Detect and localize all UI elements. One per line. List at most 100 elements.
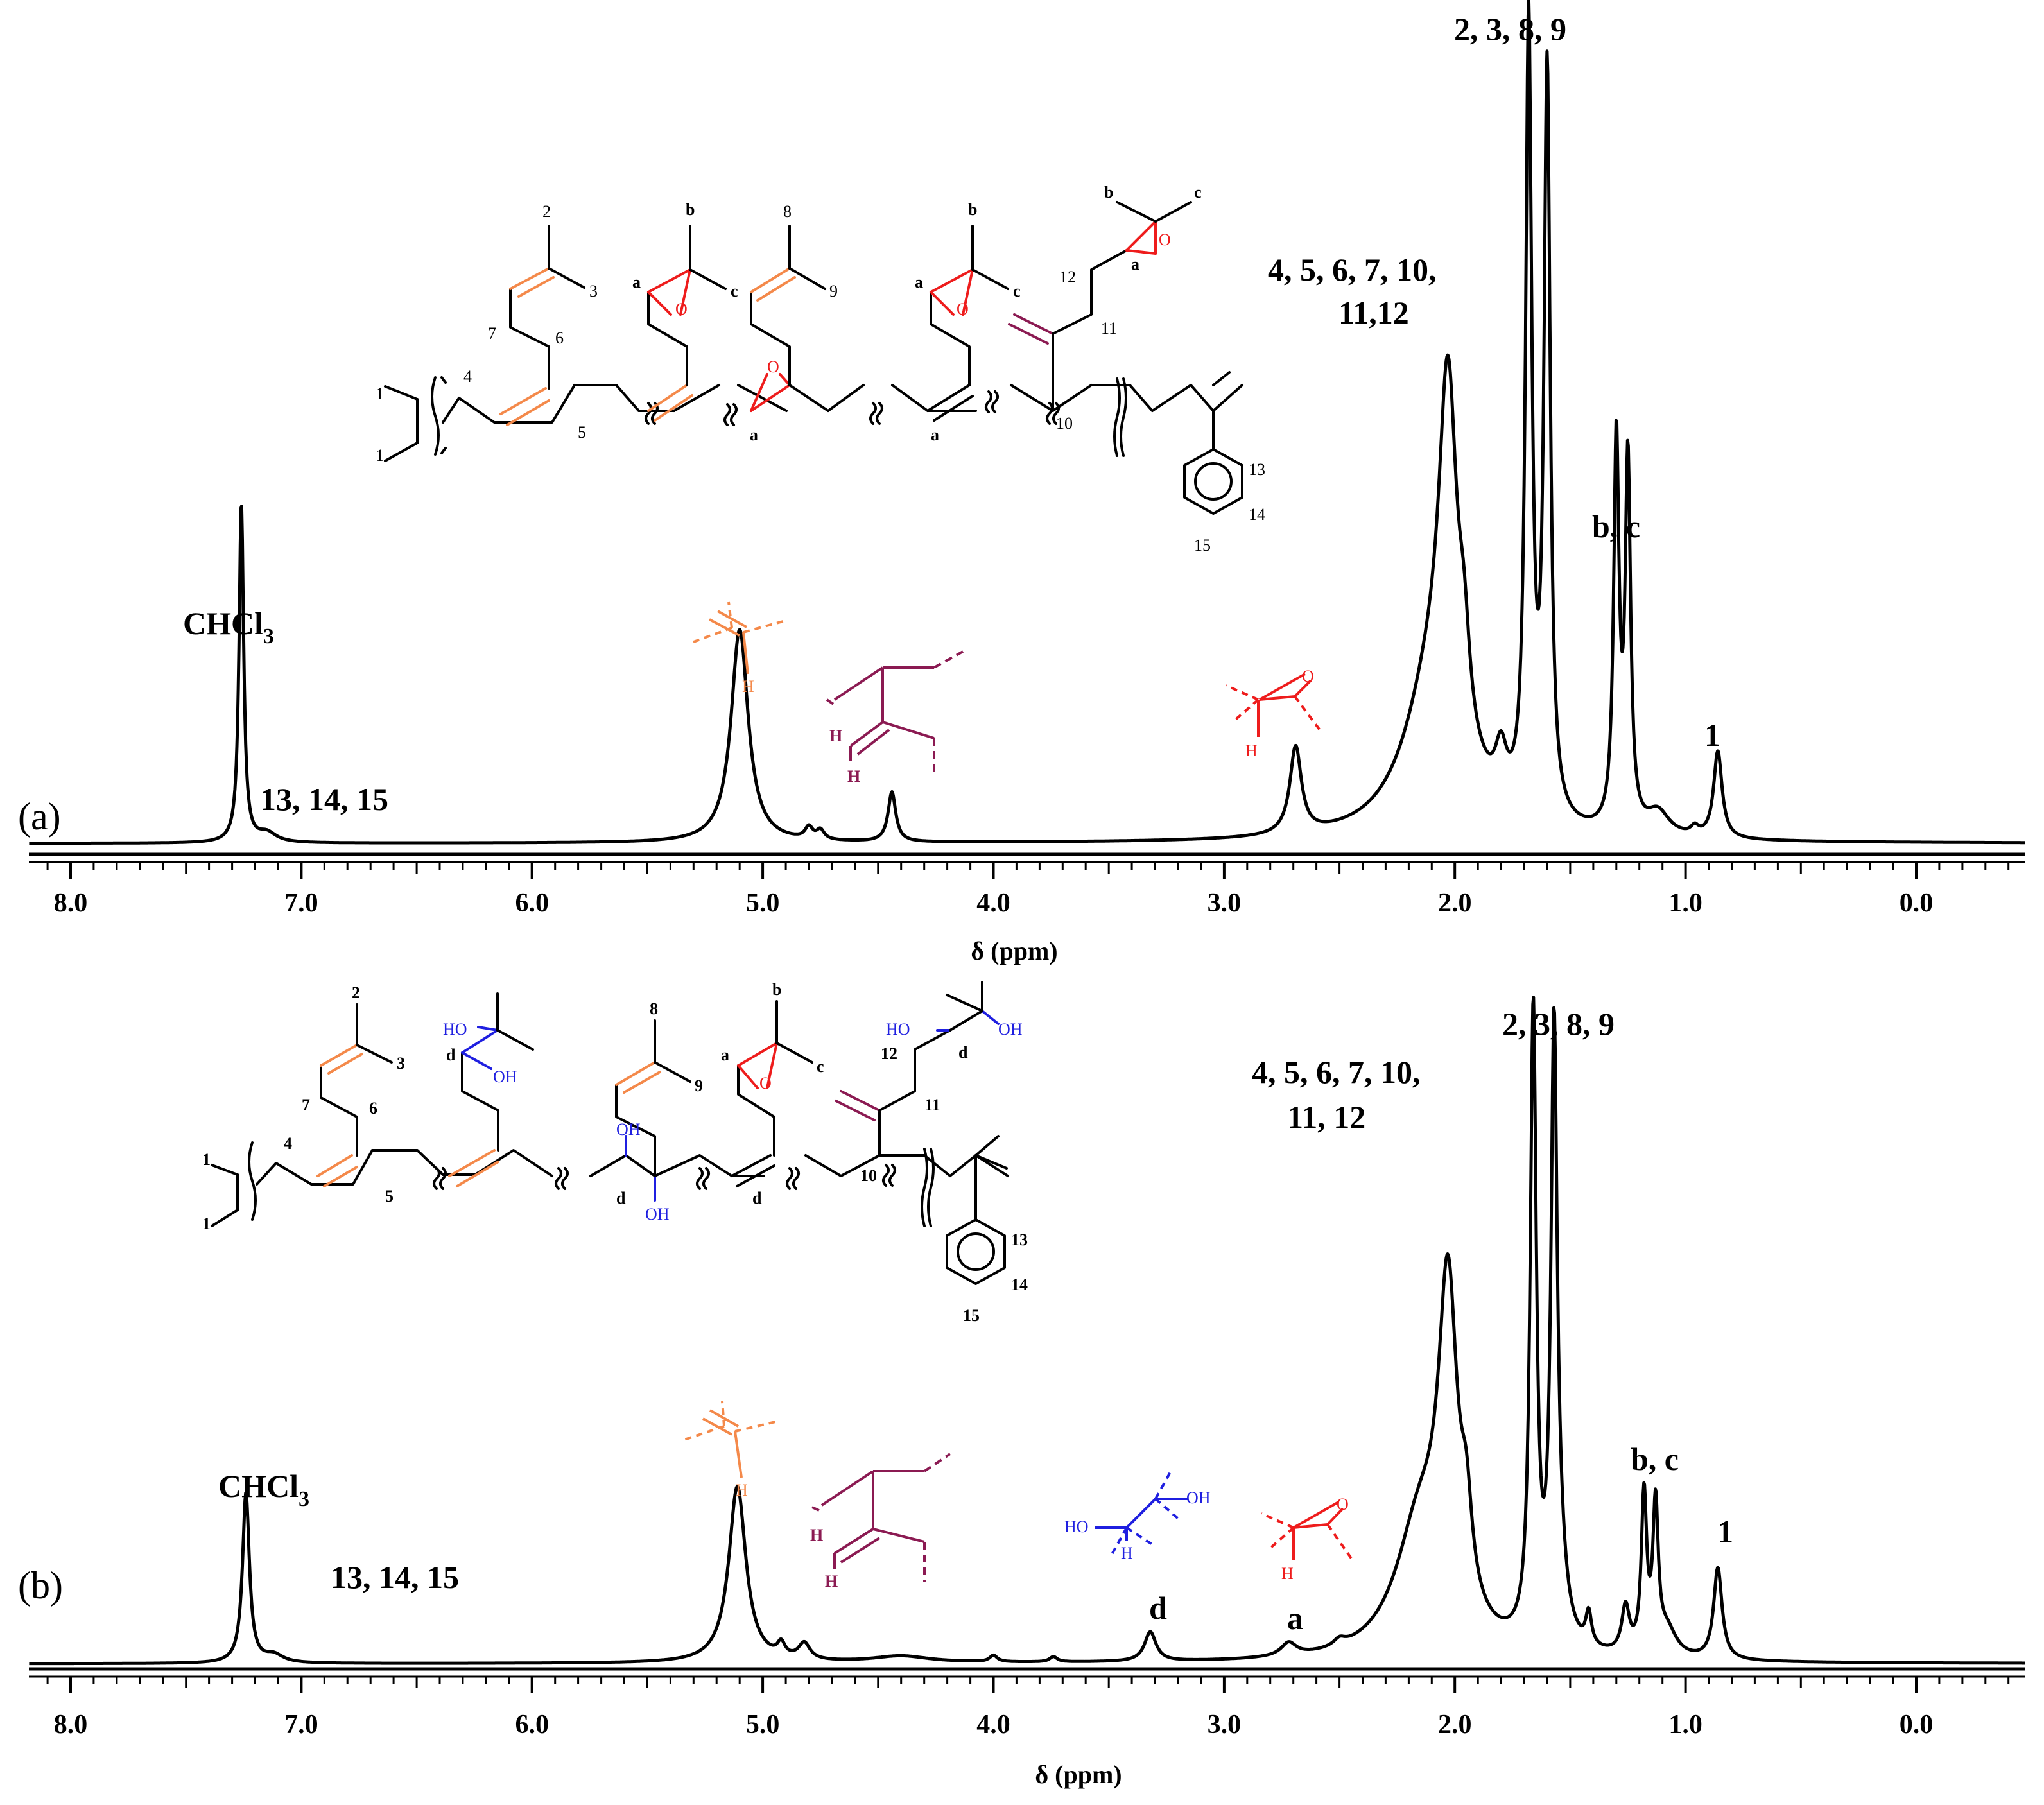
panel-a: (a) 8.0 7.0 6.0 5.0 4.0 3.0 2.0 1.0 0.0 δ (ppm) … bbox=[18, 0, 2026, 965]
struct-b-d2: d bbox=[616, 1189, 626, 1207]
struct-a-o2: O bbox=[767, 358, 779, 376]
fragment-vinylidene-b-h1: H bbox=[810, 1526, 823, 1544]
struct-b-n1a: 1 bbox=[202, 1150, 211, 1169]
fragment-diol-b-ho: HO bbox=[1064, 1517, 1089, 1536]
struct-b-n10: 10 bbox=[860, 1166, 877, 1185]
annotation-2-3-8-9-b: 2, 3, 8, 9 bbox=[1502, 1006, 1615, 1042]
struct-a-e3b: b bbox=[968, 200, 977, 219]
struct-a-e3a: a bbox=[915, 273, 923, 291]
struct-b-n13: 13 bbox=[1011, 1231, 1028, 1249]
x-tick-label: 3.0 bbox=[1208, 888, 1242, 918]
annotation-b-c-b: b, c bbox=[1631, 1441, 1679, 1477]
struct-a-e3c: c bbox=[1013, 282, 1021, 300]
struct-a-n7: 7 bbox=[488, 324, 496, 343]
x-axis-b: 8.0 7.0 6.0 5.0 4.0 3.0 2.0 1.0 0.0 bbox=[29, 1667, 2025, 1740]
struct-b-n8: 8 bbox=[650, 999, 658, 1018]
x-tick-label: 6.0 bbox=[515, 1710, 550, 1740]
fragment-alkene-b: H bbox=[680, 1401, 779, 1499]
struct-b-n9: 9 bbox=[695, 1076, 703, 1095]
x-tick-label: 5.0 bbox=[746, 888, 780, 918]
struct-b-n5: 5 bbox=[385, 1187, 394, 1205]
struct-a-n15: 15 bbox=[1194, 536, 1211, 555]
x-tick-label: 8.0 bbox=[54, 1710, 88, 1740]
fragment-epoxide-a: O H bbox=[1226, 667, 1322, 760]
annotation-11-12-a: 11,12 bbox=[1338, 295, 1409, 331]
x-tick-label: 0.0 bbox=[1900, 1710, 1934, 1740]
fragment-diol-b-oh: OH bbox=[1186, 1489, 1211, 1507]
struct-b-o1: O bbox=[759, 1074, 772, 1092]
x-tick-labels-b: 8.0 7.0 6.0 5.0 4.0 3.0 2.0 1.0 0.0 bbox=[54, 1710, 1934, 1740]
fragment-diol-b-h: H bbox=[1121, 1544, 1133, 1562]
x-tick-label: 4.0 bbox=[976, 1710, 1010, 1740]
struct-a-n8: 8 bbox=[783, 202, 792, 221]
annotation-chcl3-a-text: CHCl bbox=[183, 605, 263, 641]
x-tick-label: 7.0 bbox=[284, 888, 318, 918]
x-tick-label: 2.0 bbox=[1438, 1710, 1472, 1740]
annotation-d-b: d bbox=[1149, 1590, 1167, 1626]
struct-b-oh2: OH bbox=[493, 1067, 517, 1086]
struct-a-e2a: a bbox=[750, 426, 758, 444]
fragment-epoxide-a-h: H bbox=[1245, 741, 1258, 760]
x-ticks-a bbox=[46, 862, 2010, 879]
struct-a-o3: O bbox=[957, 300, 969, 318]
struct-a-n6: 6 bbox=[555, 329, 564, 347]
struct-a-n1b: 1 bbox=[376, 446, 384, 465]
panel-b: (b) 8.0 7.0 6.0 5.0 4.0 3.0 2.0 1.0 0.0 δ (ppm) … bbox=[18, 980, 2026, 1789]
struct-a-e4a: a bbox=[931, 426, 939, 444]
annotation-chcl3-a-sub: 3 bbox=[263, 625, 274, 648]
x-tick-label: 8.0 bbox=[54, 888, 88, 918]
annotation-4-5-6-7-10-b: 4, 5, 6, 7, 10, bbox=[1252, 1054, 1421, 1090]
fragment-alkene-a-h: H bbox=[742, 677, 754, 696]
fragment-vinylidene-a-h2: H bbox=[847, 767, 860, 786]
annotation-1-a: 1 bbox=[1704, 717, 1720, 753]
x-tick-label: 5.0 bbox=[746, 1710, 780, 1740]
fragment-vinylidene-a: H H bbox=[826, 650, 964, 786]
struct-b-oh5: HO bbox=[886, 1020, 910, 1039]
struct-b-oh4: OH bbox=[645, 1205, 670, 1223]
panel-label-b: (b) bbox=[18, 1564, 63, 1607]
x-tick-label: 2.0 bbox=[1438, 888, 1472, 918]
x-axis-label-a: δ (ppm) bbox=[971, 937, 1057, 965]
struct-b-oh1: HO bbox=[443, 1020, 467, 1039]
annotation-b-c-a: b, c bbox=[1592, 508, 1640, 544]
struct-b-n2: 2 bbox=[352, 983, 360, 1002]
struct-a-n9: 9 bbox=[829, 282, 838, 300]
structure-b: 1 1 4 5 6 7 2 3 HO OH d OH OH d 8 9 d O … bbox=[202, 980, 1028, 1325]
struct-b-d3: d bbox=[752, 1189, 762, 1207]
x-tick-label: 6.0 bbox=[515, 888, 550, 918]
fragment-epoxide-b-o: O bbox=[1337, 1495, 1349, 1514]
struct-b-d1: d bbox=[446, 1046, 456, 1064]
x-tick-label: 0.0 bbox=[1900, 888, 1934, 918]
struct-b-n3: 3 bbox=[397, 1054, 405, 1073]
fragment-vinylidene-b: H H bbox=[810, 1453, 951, 1591]
struct-b-oh6: OH bbox=[998, 1020, 1023, 1039]
annotation-2-3-8-9-a: 2, 3, 8, 9 bbox=[1454, 11, 1566, 47]
struct-a-n14: 14 bbox=[1249, 505, 1265, 524]
struct-a-n10: 10 bbox=[1056, 414, 1073, 433]
struct-a-e1a: a bbox=[632, 273, 641, 291]
x-tick-label: 7.0 bbox=[284, 1710, 318, 1740]
struct-a-n3: 3 bbox=[589, 282, 598, 300]
annotation-1-b: 1 bbox=[1717, 1514, 1733, 1550]
fragment-vinylidene-b-h2: H bbox=[825, 1572, 838, 1591]
x-ticks-b bbox=[46, 1677, 2010, 1693]
x-tick-label: 4.0 bbox=[976, 888, 1010, 918]
struct-a-e1b: b bbox=[686, 200, 695, 219]
struct-a-e5c: c bbox=[1194, 183, 1202, 202]
struct-b-ea: a bbox=[721, 1046, 729, 1064]
struct-b-n1b: 1 bbox=[202, 1214, 211, 1233]
struct-b-n12: 12 bbox=[881, 1044, 897, 1063]
fragment-epoxide-b: O H bbox=[1261, 1495, 1355, 1583]
struct-b-ec: c bbox=[817, 1057, 824, 1076]
struct-b-n14: 14 bbox=[1011, 1275, 1028, 1294]
struct-a-e5b: b bbox=[1104, 183, 1113, 202]
fragment-epoxide-a-o: O bbox=[1302, 667, 1314, 686]
structure-a: 1 1 4 5 6 7 2 3 O a b c O a 8 9 O a b c bbox=[376, 183, 1265, 555]
x-axis-a: 8.0 7.0 6.0 5.0 4.0 3.0 2.0 1.0 0.0 bbox=[29, 852, 2025, 918]
fragment-alkene-b-h: H bbox=[736, 1481, 748, 1499]
spectrum-b-line bbox=[28, 996, 2026, 1666]
struct-a-n12: 12 bbox=[1059, 268, 1076, 286]
annotation-11-12-b: 11, 12 bbox=[1287, 1099, 1365, 1135]
fragment-epoxide-b-h: H bbox=[1281, 1564, 1294, 1583]
